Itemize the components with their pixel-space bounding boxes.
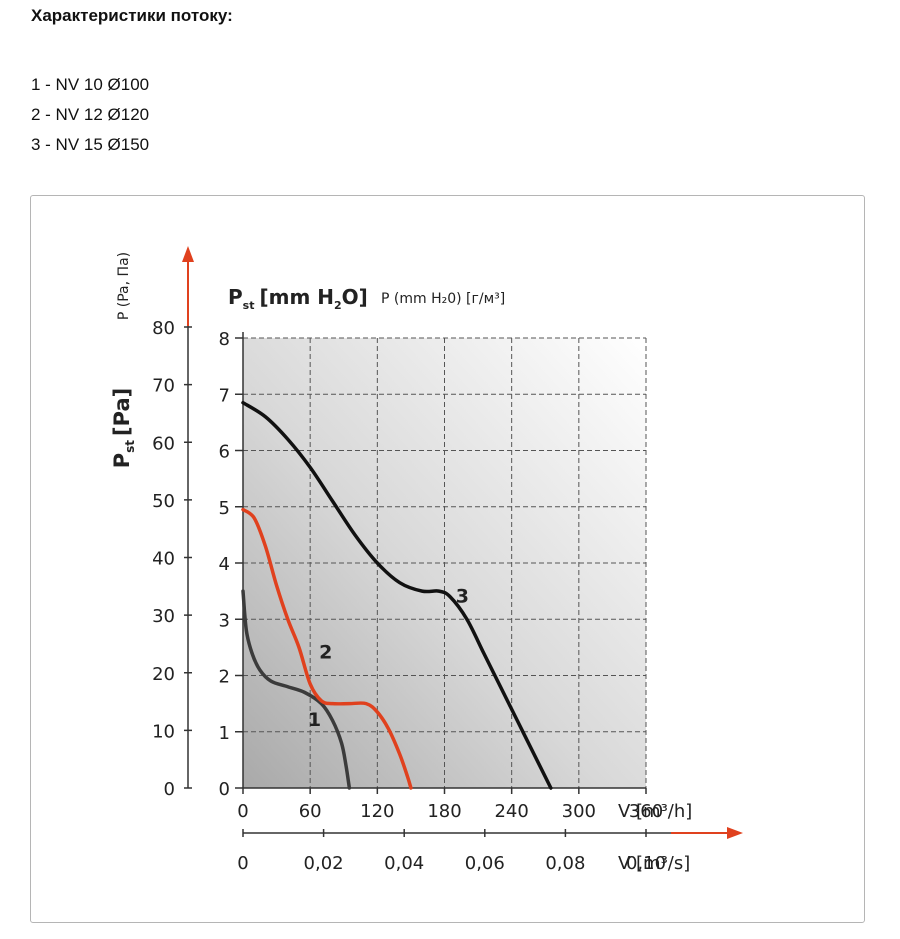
x-h-tick-label: 300	[562, 801, 596, 822]
y-inner-tick-label: 2	[219, 667, 230, 688]
y-title-inner-unit: [mm H	[259, 285, 334, 309]
y-inner-tick-label: 7	[219, 385, 230, 406]
y-axis-arrowhead	[182, 246, 194, 262]
y-title-outer-sub: st	[123, 440, 137, 453]
y-outer-tick-label: 0	[164, 779, 175, 800]
section-heading: Характеристики потоку:	[31, 6, 233, 25]
x-h-tick-label: 180	[427, 801, 461, 822]
x-s-tick-label: 0,06	[465, 853, 505, 874]
y-outer-tick-label: 30	[152, 606, 175, 627]
y-outer-tick-label: 80	[152, 318, 175, 339]
y-outer-tick-label: 40	[152, 549, 175, 570]
x-s-tick-label: 0	[237, 853, 248, 874]
x-axis-arrowhead	[727, 827, 743, 839]
y-title-inner-unit-end: O]	[342, 285, 368, 309]
y-title-outer-unit: [Pa]	[110, 388, 134, 436]
x-axis-h-label: V [m³/h]	[618, 801, 692, 822]
y-title-inner: Pst [mm H2O]	[228, 285, 368, 312]
y-outer-tick-label: 10	[152, 721, 175, 742]
y-title-outer-alt: P (Pa, Па)	[116, 252, 132, 320]
y-title-inner-unit-sub: 2	[334, 299, 342, 312]
curve-2	[241, 507, 413, 790]
y-title-outer-main: P	[110, 453, 134, 468]
x-axis-s-label: V [m³/s]	[618, 853, 690, 874]
model-item-1: 1 - NV 10 Ø100	[31, 75, 150, 94]
y-inner-tick-label: 4	[219, 554, 230, 575]
curve-label-1: 1	[308, 709, 321, 731]
x-h-tick-label: 240	[494, 801, 528, 822]
y-title-inner-main: P	[228, 285, 243, 309]
x-s-tick-label: 0,02	[304, 853, 344, 874]
y-inner-tick-label: 6	[219, 442, 230, 463]
y-inner-tick-label: 5	[219, 498, 230, 519]
curve-3	[241, 400, 553, 790]
y-inner-tick-label: 1	[219, 723, 230, 744]
y-title-inner-alt: P (mm H₂0) [г/м³]	[381, 291, 505, 307]
x-s-tick-label: 0,04	[384, 853, 424, 874]
model-item-3: 3 - NV 15 Ø150	[31, 135, 150, 154]
y-outer-tick-label: 70	[152, 376, 175, 397]
x-h-tick-label: 360	[629, 801, 663, 822]
curve-1	[241, 589, 352, 790]
y-title-inner-sub: st	[243, 299, 255, 312]
y-inner-tick-label: 8	[219, 329, 230, 350]
x-h-tick-label: 60	[299, 801, 322, 822]
curve-label-2: 2	[319, 642, 332, 664]
curve-label-3: 3	[456, 585, 469, 607]
x-s-tick-label: 0,10	[626, 853, 666, 874]
x-h-tick-label: 120	[360, 801, 394, 822]
model-list: 1 - NV 10 Ø100 2 - NV 12 Ø120 3 - NV 15 …	[31, 70, 149, 160]
y-inner-tick-label: 3	[219, 610, 230, 631]
y-outer-tick-label: 60	[152, 433, 175, 454]
y-inner-tick-label: 0	[219, 779, 230, 800]
y-outer-tick-label: 20	[152, 664, 175, 685]
chart-frame: 0 1 2 3 4 5 6 7 8 0 10 20 30 40 50 60 70 80 Pst[Pa] P (Pa, …	[30, 195, 865, 923]
y-outer-tick-label: 50	[152, 491, 175, 512]
x-h-tick-label: 0	[237, 801, 248, 822]
y-title-outer: Pst [Pa]	[110, 388, 137, 469]
x-s-tick-label: 0,08	[545, 853, 585, 874]
model-item-2: 2 - NV 12 Ø120	[31, 105, 150, 124]
